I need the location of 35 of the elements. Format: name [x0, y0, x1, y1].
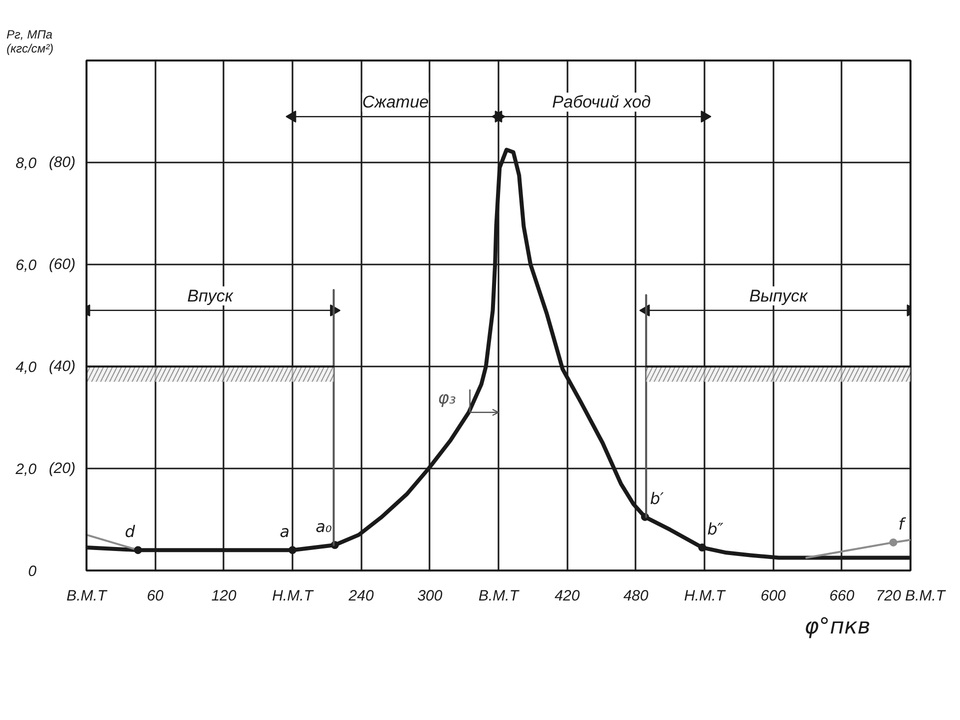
series-label: Сжатие — [362, 92, 429, 112]
x-tick-label: В.М.Т — [478, 588, 520, 604]
y2-tick-label: (40) — [48, 358, 76, 375]
annotation: f — [898, 514, 906, 534]
annotation: d — [124, 522, 136, 542]
x-tick-label: Н.М.Т — [272, 588, 315, 604]
x-tick-label: 420 — [554, 588, 580, 604]
series-label: Впуск — [187, 286, 234, 306]
y-tick-label: 8,0 — [16, 155, 38, 172]
y2-tick-label: (60) — [48, 256, 76, 273]
x-tick-label: Н.М.Т — [684, 588, 727, 604]
x-tick-label: 120 — [211, 588, 238, 604]
y-tick-label: 6,0 — [16, 257, 38, 274]
y-tick-label: 4,0 — [16, 359, 38, 376]
annotation: b″ — [707, 520, 724, 539]
annotation: φ₃ — [438, 388, 456, 408]
annotation: b′ — [650, 488, 664, 508]
y2-tick-label: (80) — [48, 154, 76, 171]
x-tick-label: 240 — [348, 588, 374, 604]
x-tick-label: 600 — [760, 588, 786, 604]
x-tick-label: 60 — [146, 588, 164, 604]
series-label: Выпуск — [749, 286, 808, 306]
y-tick-label: 2,0 — [14, 461, 38, 478]
x-axis-title: φ°пкв — [804, 614, 871, 640]
series-label: Рабочий ход — [552, 92, 651, 112]
y-tick-label: 0 — [28, 563, 38, 580]
x-tick-label: 480 — [623, 588, 650, 604]
y-axis-title: Рг, МПа (кгс/см²) — [6, 28, 54, 56]
y2-tick-label: (20) — [48, 460, 76, 477]
x-tick-label: В.М.Т — [66, 588, 108, 604]
annotation: a — [280, 522, 290, 542]
x-tick-label: 660 — [829, 588, 856, 604]
x-tick-label: 300 — [417, 588, 444, 604]
x-tick-label: 720 В.М.Т — [876, 588, 947, 604]
annotation: a₀ — [316, 517, 332, 536]
